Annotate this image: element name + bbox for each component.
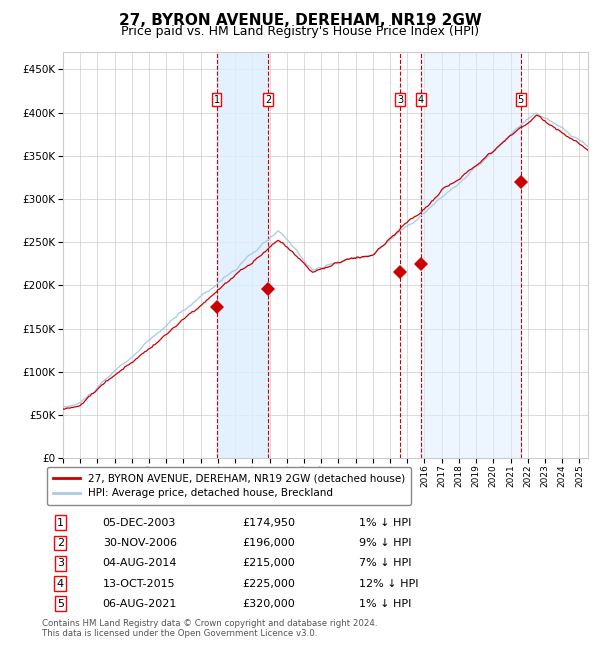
Text: £174,950: £174,950 <box>242 518 296 528</box>
Text: 1: 1 <box>214 94 220 105</box>
Text: 4: 4 <box>57 578 64 588</box>
Text: 3: 3 <box>397 94 403 105</box>
Text: £225,000: £225,000 <box>242 578 296 588</box>
Bar <box>217 52 268 458</box>
Text: 13-OCT-2015: 13-OCT-2015 <box>103 578 175 588</box>
Text: 7% ↓ HPI: 7% ↓ HPI <box>359 558 412 568</box>
Text: 4: 4 <box>418 94 424 105</box>
Text: 1% ↓ HPI: 1% ↓ HPI <box>359 599 411 609</box>
Text: 2: 2 <box>57 538 64 548</box>
Text: 30-NOV-2006: 30-NOV-2006 <box>103 538 177 548</box>
Text: 04-AUG-2014: 04-AUG-2014 <box>103 558 177 568</box>
Text: £196,000: £196,000 <box>242 538 295 548</box>
Text: 3: 3 <box>57 558 64 568</box>
Text: 1% ↓ HPI: 1% ↓ HPI <box>359 518 411 528</box>
Text: 5: 5 <box>518 94 524 105</box>
Text: Contains HM Land Registry data © Crown copyright and database right 2024.
This d: Contains HM Land Registry data © Crown c… <box>42 619 377 638</box>
Text: £320,000: £320,000 <box>242 599 295 609</box>
Text: 5: 5 <box>57 599 64 609</box>
Text: 9% ↓ HPI: 9% ↓ HPI <box>359 538 412 548</box>
Text: 2: 2 <box>265 94 271 105</box>
Bar <box>421 52 521 458</box>
Text: 1: 1 <box>57 518 64 528</box>
Legend: 27, BYRON AVENUE, DEREHAM, NR19 2GW (detached house), HPI: Average price, detach: 27, BYRON AVENUE, DEREHAM, NR19 2GW (det… <box>47 467 412 505</box>
Text: 06-AUG-2021: 06-AUG-2021 <box>103 599 177 609</box>
Text: £215,000: £215,000 <box>242 558 295 568</box>
Text: Price paid vs. HM Land Registry's House Price Index (HPI): Price paid vs. HM Land Registry's House … <box>121 25 479 38</box>
Text: 12% ↓ HPI: 12% ↓ HPI <box>359 578 418 588</box>
Text: 05-DEC-2003: 05-DEC-2003 <box>103 518 176 528</box>
Text: 27, BYRON AVENUE, DEREHAM, NR19 2GW: 27, BYRON AVENUE, DEREHAM, NR19 2GW <box>119 13 481 28</box>
